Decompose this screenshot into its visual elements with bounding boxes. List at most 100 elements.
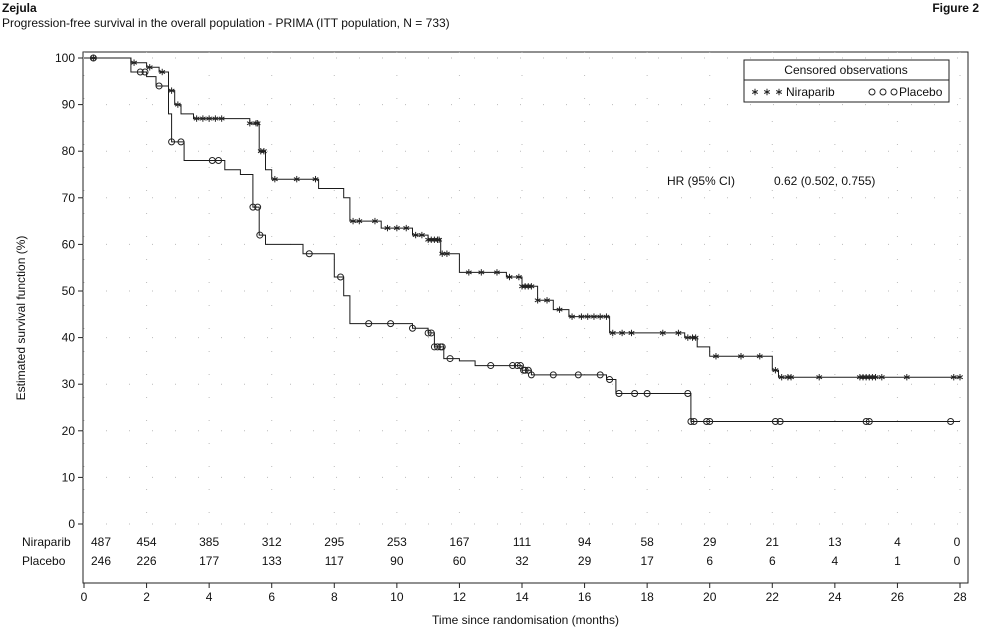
series-line-placebo [84,57,960,422]
censor-mark-niraparib [712,353,720,360]
censor-mark-niraparib [528,283,535,290]
censor-mark-niraparib [603,313,610,320]
censor-mark-placebo [305,250,313,258]
censor-mark-placebo [254,203,262,211]
censor-mark-niraparib [146,64,153,71]
hr-value: 0.62 (0.502, 0.755) [774,174,875,188]
censor-mark-niraparib [206,115,213,122]
at-risk-value: 117 [325,554,344,568]
y-tick-label: 90 [62,98,76,112]
censor-mark-niraparib [443,250,450,257]
censor-mark-niraparib [218,115,225,122]
at-risk-value: 29 [578,554,592,568]
at-risk-value: 385 [199,535,219,549]
at-risk-value: 246 [91,554,111,568]
censor-mark-placebo [89,54,97,62]
censor-mark-niraparib [692,334,699,341]
censor-mark-niraparib [737,353,745,360]
censor-mark-niraparib [131,59,138,66]
censor-mark-niraparib [436,236,443,243]
at-risk-value: 6 [706,554,713,568]
censor-mark-placebo [513,362,521,370]
censor-mark-niraparib [212,115,219,122]
censor-mark-niraparib [90,54,97,62]
censor-mark-niraparib [872,374,879,381]
x-tick-label: 14 [515,590,529,604]
x-tick-label: 28 [953,590,967,604]
at-risk-value: 167 [449,535,469,549]
censor-mark-placebo [865,417,873,425]
censor-mark-placebo [249,203,257,211]
censor-mark-placebo [631,390,639,398]
censor-mark-niraparib [159,68,166,76]
censor-mark-niraparib [556,306,563,313]
censor-mark-placebo [509,362,517,370]
at-risk-value: 32 [515,554,529,568]
censor-mark-placebo [168,138,176,146]
x-tick-label: 16 [578,590,592,604]
censor-mark-placebo [527,371,535,379]
at-risk-value: 6 [769,554,776,568]
censor-mark-niraparib [590,313,597,320]
censor-mark-niraparib [412,231,419,239]
censor-mark-placebo [141,68,149,76]
censor-mark-niraparib [260,148,267,155]
censor-mark-placebo [427,329,435,337]
censor-mark-niraparib [418,231,425,239]
censor-mark-placebo [549,371,557,379]
censor-mark-placebo [574,371,582,379]
censor-mark-niraparib [584,313,591,320]
x-tick-label: 0 [81,590,88,604]
x-axis-label: Time since randomisation (months) [432,613,619,627]
censor-mark-placebo [516,362,524,370]
censor-mark-niraparib [403,224,410,232]
censor-mark-placebo [596,371,604,379]
censor-mark-placebo [409,324,416,332]
censor-mark-placebo [155,82,163,90]
censor-mark-niraparib [493,269,501,276]
censor-mark-niraparib [903,374,910,381]
censor-mark-placebo [424,329,432,337]
at-risk-row-label: Placebo [22,554,66,568]
y-tick-label: 20 [62,424,76,438]
series-line-niraparib [84,57,960,378]
censor-mark-placebo [487,362,495,370]
legend-label-niraparib: Niraparib [786,85,835,99]
x-tick-label: 8 [331,590,338,604]
censor-mark-niraparib [506,273,513,281]
censor-mark-placebo [524,366,532,374]
censor-mark-niraparib [246,120,253,127]
x-tick-label: 22 [766,590,780,604]
censor-mark-niraparib [393,224,400,232]
censor-mark-niraparib [950,374,957,381]
y-tick-label: 0 [68,517,75,531]
censor-mark-niraparib [174,101,181,108]
censor-mark-niraparib [756,353,763,360]
censor-mark-placebo [177,138,185,146]
x-tick-label: 4 [206,590,213,604]
y-tick-label: 60 [62,237,76,251]
censor-mark-placebo [862,417,870,425]
censor-mark-niraparib [384,224,391,232]
censor-mark-niraparib [293,175,300,183]
censor-mark-placebo [434,343,442,351]
censor-mark-niraparib [465,269,472,276]
censor-mark-niraparib [956,374,964,381]
censor-mark-placebo [387,320,395,328]
censor-mark-niraparib [254,120,261,127]
censor-mark-niraparib [168,87,175,94]
legend-marker-niraparib [763,88,771,96]
censor-mark-niraparib [478,269,485,276]
at-risk-value: 4 [832,554,839,568]
censor-mark-niraparib [878,374,885,381]
censor-mark-placebo [776,417,784,425]
y-tick-label: 50 [62,284,76,298]
at-risk-value: 312 [262,535,282,549]
at-risk-value: 94 [578,535,592,549]
censor-mark-niraparib [628,329,635,337]
censor-mark-niraparib [788,374,795,381]
censor-mark-placebo [365,320,373,328]
at-risk-value: 177 [199,554,219,568]
y-axis-label: Estimated survival function (%) [14,236,28,401]
